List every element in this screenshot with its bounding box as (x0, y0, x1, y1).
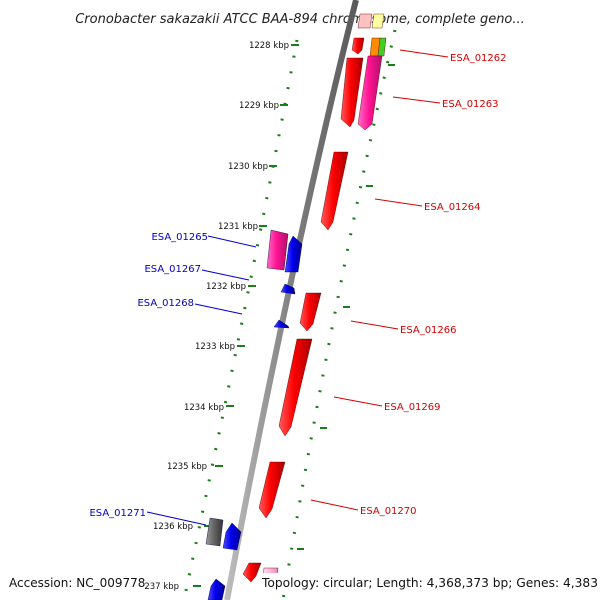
gene-label-ESA_01265[interactable]: ESA_01265 (151, 232, 208, 243)
gene-label-ESA_01268[interactable]: ESA_01268 (137, 298, 194, 309)
gene-block (377, 37, 387, 57)
reverse-genes (205, 229, 303, 600)
gene-arrow (278, 338, 313, 437)
gene-label-ESA_01269[interactable]: ESA_01269 (384, 402, 441, 413)
kbp-label: 1228 kbp (249, 41, 289, 51)
gene-arrow (357, 55, 383, 131)
kbp-label: 1237 kbp (139, 582, 179, 592)
gene-arrow (222, 522, 242, 551)
forward-genes (242, 13, 387, 587)
gene-block (205, 517, 224, 547)
gene-arrow (242, 562, 262, 583)
kbp-label: 1232 kbp (206, 282, 246, 292)
kbp-tick-marks (193, 44, 299, 587)
kbp-label: 1231 kbp (218, 222, 258, 232)
kbp-label: 1234 kbp (184, 403, 224, 413)
topology-text: Topology: circular; Length: 4,368,373 bp… (261, 576, 598, 590)
gene-block (371, 13, 385, 29)
gene-label-ESA_01264[interactable]: ESA_01264 (424, 202, 481, 213)
accession-text: Accession: NC_009778 (9, 576, 145, 590)
outer-ruler-ticks (297, 64, 395, 550)
kbp-label: 1229 kbp (239, 101, 279, 111)
gene-arrow (299, 292, 322, 332)
gene-arrow (258, 461, 286, 519)
gene-label-ESA_01270[interactable]: ESA_01270 (360, 506, 417, 517)
gene-arrow (320, 151, 349, 231)
gene-arrow (273, 319, 290, 329)
kbp-label: 1233 kbp (195, 342, 235, 352)
kbp-label: 1236 kbp (153, 522, 193, 532)
gene-label-ESA_01263[interactable]: ESA_01263 (442, 99, 499, 110)
footer-accession-bg (4, 573, 144, 591)
gene-label-ESA_01271[interactable]: ESA_01271 (89, 508, 146, 519)
gene-arrow (284, 235, 303, 273)
gene-arrow (351, 37, 365, 55)
gene-arrow (207, 578, 226, 600)
gene-label-ESA_01266[interactable]: ESA_01266 (400, 325, 457, 336)
inner-ruler-track (182, 39, 299, 600)
gene-block (357, 13, 373, 29)
gene-label-ESA_01267[interactable]: ESA_01267 (144, 264, 201, 275)
label-leaders (146, 49, 449, 526)
kbp-label: 1230 kbp (228, 162, 268, 172)
footer-topology-bg (258, 573, 600, 591)
map-title: Cronobacter sakazakii ATCC BAA-894 chrom… (75, 12, 525, 27)
kbp-label: 1235 kbp (167, 462, 207, 472)
gene-arrow (280, 283, 296, 295)
chromosome-backbone (224, 0, 359, 600)
gene-label-ESA_01262[interactable]: ESA_01262 (450, 53, 507, 64)
gene-arrow (340, 57, 364, 128)
gene-arrow (266, 229, 289, 271)
